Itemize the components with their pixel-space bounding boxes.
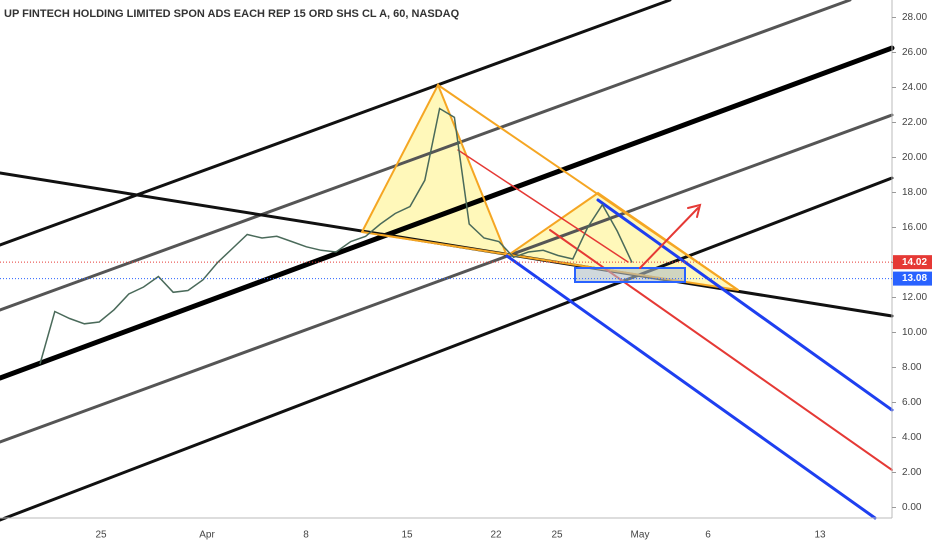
y-tick-label: 0.00 [902,502,922,513]
x-tick-label: 8 [303,530,309,541]
arrow-head [687,203,702,218]
y-tick-label: 6.00 [902,397,922,408]
trend-line [0,176,894,522]
y-tick-label: 10.00 [902,327,927,338]
y-tick-label: 28.00 [902,12,927,23]
y-tick-label: 12.00 [902,292,927,303]
x-tick-label: May [631,530,650,541]
x-tick-label: 6 [705,530,711,541]
trend-line [0,0,672,247]
y-tick-label: 16.00 [902,222,927,233]
y-tick-label: 24.00 [902,82,927,93]
x-tick-label: 13 [814,530,826,541]
zone-box [574,267,686,283]
y-tick-label: 18.00 [902,187,927,198]
channel-line [596,198,894,412]
trend-line [0,113,894,444]
drawings [0,0,895,522]
arrow [639,207,699,269]
trend-line [0,45,895,381]
pattern-fill [362,85,738,290]
median-line [457,149,629,263]
price-line [39,107,633,365]
y-tick-label: 22.00 [902,117,927,128]
x-tick-label: 25 [95,530,107,541]
y-tick-label: 2.00 [902,467,922,478]
median-line [549,229,893,471]
pattern-outline [437,84,739,291]
channel-line [505,254,877,520]
x-tick-label: 22 [490,530,502,541]
chart-title: UP FINTECH HOLDING LIMITED SPON ADS EACH… [4,8,460,20]
price-marker-box [893,255,932,270]
price-marker-box [893,271,932,286]
y-tick-label: 8.00 [902,362,922,373]
y-tick-label: 20.00 [902,152,927,163]
trend-line [0,0,852,312]
y-tick-label: 4.00 [902,432,922,443]
price-marker-label: 13.08 [902,273,927,284]
x-tick-label: 15 [401,530,413,541]
y-tick-label: 26.00 [902,47,927,58]
price-marker-label: 14.02 [902,257,927,268]
x-tick-label: 25 [551,530,563,541]
x-tick-label: Apr [199,530,215,541]
